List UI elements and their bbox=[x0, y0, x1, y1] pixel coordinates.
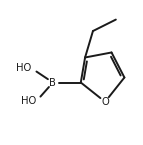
Text: B: B bbox=[49, 78, 56, 88]
Text: HO: HO bbox=[21, 96, 36, 106]
Text: HO: HO bbox=[16, 63, 31, 73]
Text: O: O bbox=[101, 97, 109, 107]
